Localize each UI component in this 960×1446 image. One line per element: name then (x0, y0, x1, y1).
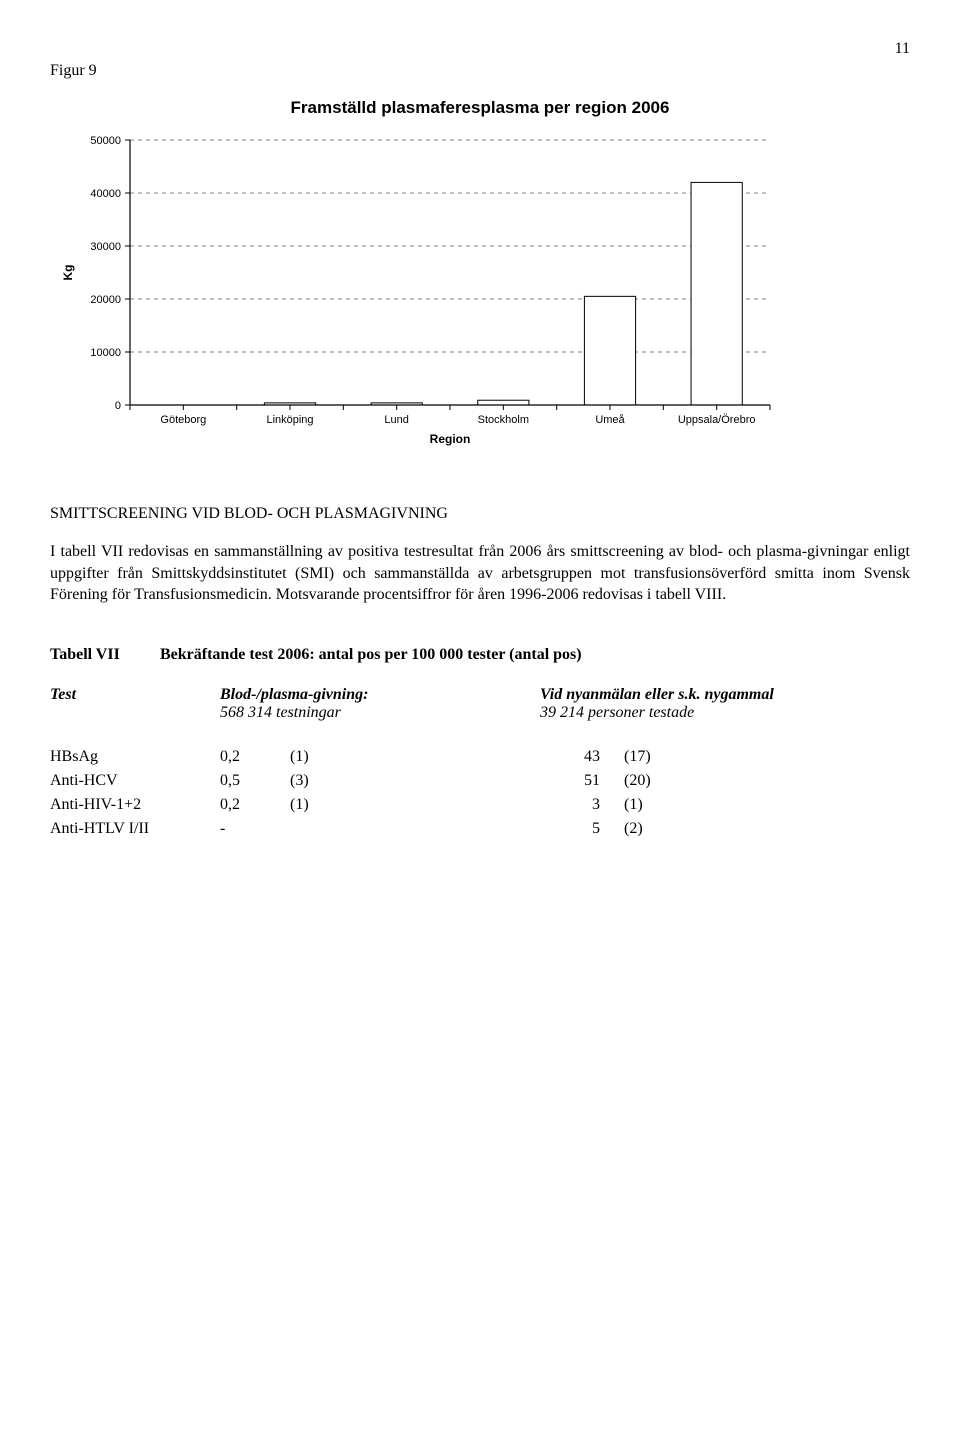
section-heading: SMITTSCREENING VID BLOD- OCH PLASMAGIVNI… (50, 505, 910, 523)
svg-text:30000: 30000 (90, 241, 121, 253)
table-title: Bekräftande test 2006: antal pos per 100… (160, 646, 582, 664)
svg-text:Region: Region (430, 432, 471, 446)
chart-svg: 0 10000 20000 30000 40000 50000 Göteborg Linköp… (50, 130, 790, 460)
cell-value-2: 3 (540, 796, 624, 814)
cell-paren-1: (1) (290, 796, 540, 814)
cell-value-2: 51 (540, 772, 624, 790)
svg-text:20000: 20000 (90, 294, 121, 306)
cell-value-1: 0,2 (220, 748, 290, 766)
table-col1-sub: 568 314 testningar (220, 704, 540, 722)
table-row: HBsAg0,2(1)43(17) (50, 748, 910, 766)
cell-paren-1: (3) (290, 772, 540, 790)
cell-value-1: - (220, 820, 290, 838)
svg-text:Lund: Lund (384, 414, 408, 426)
table-test-header: Test (50, 686, 220, 704)
svg-text:0: 0 (115, 400, 121, 412)
svg-text:50000: 50000 (90, 135, 121, 147)
cell-test-name: Anti-HCV (50, 772, 220, 790)
cell-paren-1: (1) (290, 748, 540, 766)
svg-text:Göteborg: Göteborg (160, 414, 206, 426)
cell-value-2: 43 (540, 748, 624, 766)
table-row: Anti-HCV0,5(3)51(20) (50, 772, 910, 790)
cell-value-1: 0,2 (220, 796, 290, 814)
table-col2-sub: 39 214 personer testade (540, 704, 910, 722)
svg-text:Stockholm: Stockholm (478, 414, 529, 426)
svg-text:40000: 40000 (90, 188, 121, 200)
bar-chart: 0 10000 20000 30000 40000 50000 Göteborg Linköp… (50, 130, 910, 465)
cell-paren-2: (1) (624, 796, 910, 814)
page-number: 11 (50, 40, 910, 58)
figure-label: Figur 9 (50, 62, 910, 80)
cell-test-name: HBsAg (50, 748, 220, 766)
cell-test-name: Anti-HTLV I/II (50, 820, 220, 838)
svg-text:Linköping: Linköping (266, 414, 313, 426)
table-row: Anti-HTLV I/II- 5(2) (50, 820, 910, 838)
cell-paren-2: (2) (624, 820, 910, 838)
svg-text:10000: 10000 (90, 347, 121, 359)
table-col2-title: Vid nyanmälan eller s.k. nygammal (540, 686, 910, 704)
svg-text:Uppsala/Örebro: Uppsala/Örebro (678, 414, 756, 426)
table-row: Anti-HIV-1+20,2(1)3(1) (50, 796, 910, 814)
body-paragraph: I tabell VII redovisas en sammanställnin… (50, 541, 910, 606)
cell-value-2: 5 (540, 820, 624, 838)
cell-paren-2: (20) (624, 772, 910, 790)
cell-paren-1 (290, 820, 540, 838)
cell-test-name: Anti-HIV-1+2 (50, 796, 220, 814)
table-vii: Tabell VII Bekräftande test 2006: antal … (50, 646, 910, 838)
svg-text:Umeå: Umeå (595, 414, 625, 426)
table-label: Tabell VII (50, 646, 160, 664)
cell-paren-2: (17) (624, 748, 910, 766)
chart-title: Framställd plasmaferesplasma per region … (50, 98, 910, 118)
cell-value-1: 0,5 (220, 772, 290, 790)
svg-text:Kg: Kg (61, 265, 75, 281)
table-col1-title: Blod-/plasma-givning: (220, 686, 540, 704)
